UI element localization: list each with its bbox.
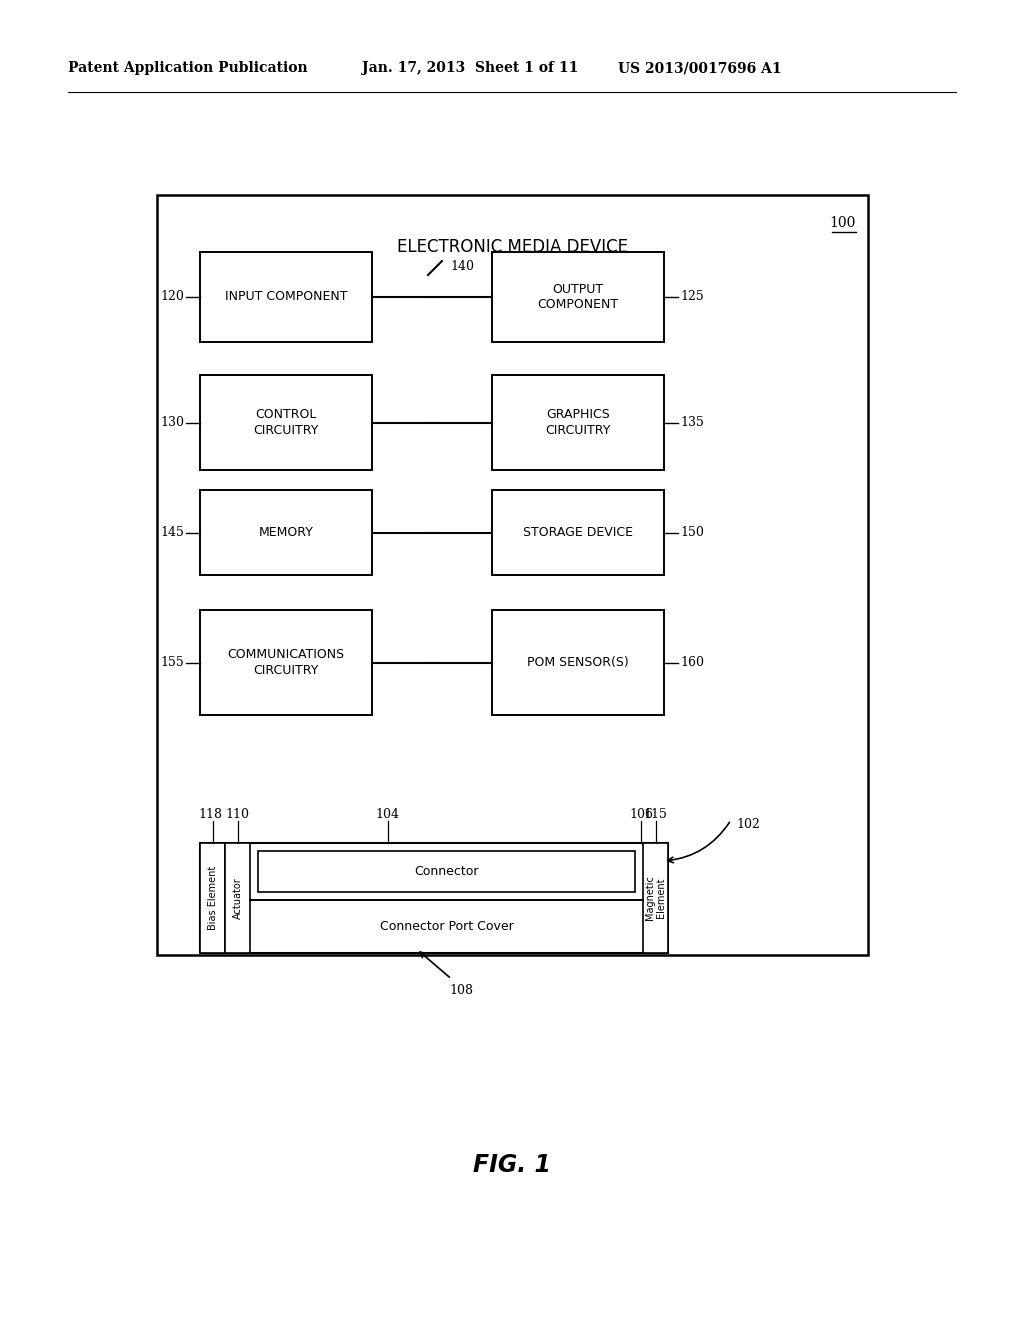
Text: Connector: Connector: [415, 865, 479, 878]
Text: OUTPUT
COMPONENT: OUTPUT COMPONENT: [538, 282, 618, 312]
Bar: [492, 252, 664, 342]
Text: STORAGE DEVICE: STORAGE DEVICE: [523, 525, 633, 539]
Text: GRAPHICS
CIRCUITRY: GRAPHICS CIRCUITRY: [546, 408, 610, 437]
Text: Magnetic
Element: Magnetic Element: [645, 875, 667, 920]
Text: POM SENSOR(S): POM SENSOR(S): [527, 656, 629, 669]
Text: Jan. 17, 2013  Sheet 1 of 11: Jan. 17, 2013 Sheet 1 of 11: [362, 61, 579, 75]
Text: FIG. 1: FIG. 1: [473, 1152, 551, 1177]
Bar: [200, 843, 668, 953]
Bar: [492, 375, 664, 470]
Text: 118: 118: [198, 808, 222, 821]
Text: 104: 104: [376, 808, 399, 821]
Text: Connector Port Cover: Connector Port Cover: [380, 920, 513, 933]
Text: Patent Application Publication: Patent Application Publication: [68, 61, 307, 75]
Text: Bias Element: Bias Element: [208, 866, 217, 931]
Bar: [643, 843, 668, 953]
Bar: [258, 851, 635, 892]
Text: 145: 145: [160, 525, 184, 539]
Text: 115: 115: [643, 808, 668, 821]
Text: 108: 108: [450, 985, 473, 998]
Bar: [157, 195, 868, 954]
Text: CONTROL
CIRCUITRY: CONTROL CIRCUITRY: [253, 408, 318, 437]
Text: 140: 140: [450, 260, 474, 272]
Bar: [200, 375, 372, 470]
Text: 150: 150: [680, 525, 703, 539]
Bar: [200, 252, 372, 342]
Text: 125: 125: [680, 290, 703, 304]
Text: 160: 160: [680, 656, 705, 669]
Bar: [492, 610, 664, 715]
Bar: [225, 843, 250, 953]
Bar: [200, 843, 225, 953]
Text: 135: 135: [680, 416, 703, 429]
Text: 100: 100: [829, 216, 856, 230]
Text: US 2013/0017696 A1: US 2013/0017696 A1: [618, 61, 781, 75]
Bar: [200, 490, 372, 576]
Text: ELECTRONIC MEDIA DEVICE: ELECTRONIC MEDIA DEVICE: [397, 238, 628, 256]
Text: 130: 130: [160, 416, 184, 429]
Text: 102: 102: [736, 818, 760, 832]
Bar: [492, 490, 664, 576]
Text: 155: 155: [160, 656, 184, 669]
Text: MEMORY: MEMORY: [259, 525, 313, 539]
Text: Actuator: Actuator: [232, 876, 243, 919]
Text: 106: 106: [629, 808, 653, 821]
Text: COMMUNICATIONS
CIRCUITRY: COMMUNICATIONS CIRCUITRY: [227, 648, 344, 676]
Text: 120: 120: [160, 290, 184, 304]
Text: 110: 110: [225, 808, 250, 821]
Bar: [200, 610, 372, 715]
Text: INPUT COMPONENT: INPUT COMPONENT: [224, 290, 347, 304]
